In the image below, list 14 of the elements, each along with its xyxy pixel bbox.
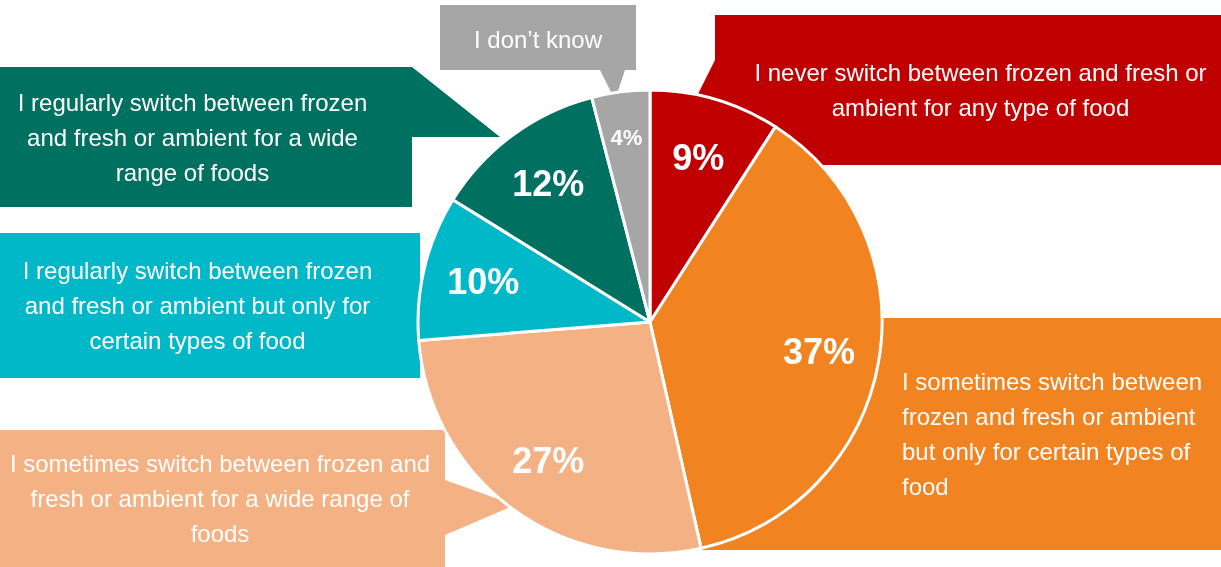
data-label: 27% [512, 439, 585, 481]
slice-label: I regularly switch between frozen and fresh or ambient for a wide range of foods [16, 87, 369, 188]
callout-box: I regularly switch between frozen and fresh or ambient but only for certain types of food [0, 233, 420, 378]
data-label: 4% [610, 125, 643, 151]
data-label: 37% [783, 331, 856, 373]
callout-box: I regularly switch between frozen and fresh or ambient for a wide range of foods [0, 67, 500, 207]
slice-label: I regularly switch between frozen and fresh or ambient but only for certain types of food [21, 256, 374, 356]
slice-label: I sometimes switch between frozen and fresh or ambient for a wide range of foods [8, 449, 432, 549]
data-label: 10% [447, 261, 520, 303]
slice-label: I don’t know [472, 25, 604, 55]
data-label: 12% [512, 163, 585, 205]
data-label: 9% [672, 136, 725, 178]
slice-label: I sometimes switch between frozen and fresh or ambient but only for certain types of food [902, 367, 1204, 502]
slice-label: I never switch between frozen and fresh or ambient for any type of food [753, 58, 1208, 123]
